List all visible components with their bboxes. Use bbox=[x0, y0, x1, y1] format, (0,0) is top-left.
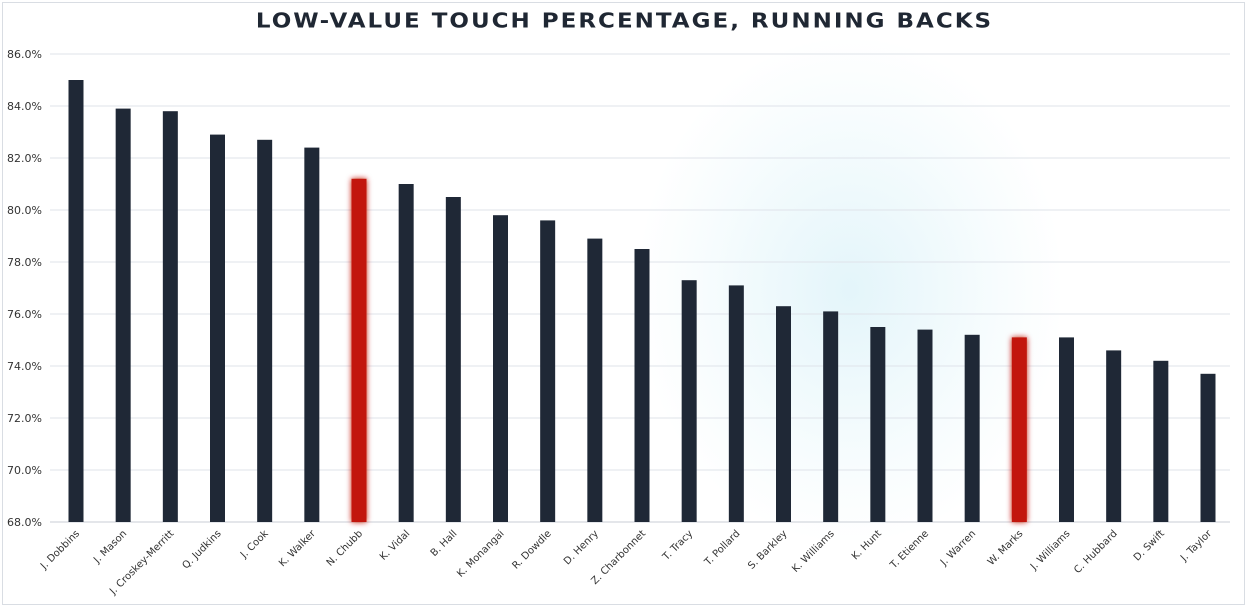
bar bbox=[1011, 337, 1027, 522]
bar bbox=[257, 139, 273, 523]
bar bbox=[398, 184, 414, 522]
bar bbox=[351, 178, 367, 523]
x-tick-label: J. Williams bbox=[1028, 528, 1073, 573]
x-tick-label: N. Chubb bbox=[325, 528, 365, 568]
bar bbox=[1153, 360, 1169, 522]
y-tick-label: 82.0% bbox=[7, 152, 42, 165]
bar bbox=[870, 327, 886, 522]
x-tick-label: S. Barkley bbox=[746, 528, 790, 572]
bar bbox=[162, 111, 178, 522]
bar bbox=[115, 108, 131, 522]
x-tick-label: J. Taylor bbox=[1178, 528, 1215, 565]
x-tick-label: K. Williams bbox=[790, 528, 837, 575]
bar bbox=[1106, 350, 1122, 522]
background-player-image bbox=[640, 40, 1060, 540]
y-tick-label: 84.0% bbox=[7, 100, 42, 113]
x-tick-label: Q. Judkins bbox=[180, 528, 223, 571]
bar bbox=[304, 147, 320, 522]
y-tick-label: 74.0% bbox=[7, 360, 42, 373]
x-tick-label: T. Etienne bbox=[888, 528, 931, 571]
x-tick-label: T. Pollard bbox=[702, 528, 742, 568]
bar bbox=[540, 220, 556, 522]
y-tick-label: 76.0% bbox=[7, 308, 42, 321]
x-tick-label: W. Marks bbox=[986, 528, 1026, 568]
bar bbox=[681, 280, 697, 522]
x-tick-label: J. Dobbins bbox=[38, 528, 82, 572]
x-tick-label: K. Vidal bbox=[378, 528, 412, 562]
bar bbox=[68, 80, 84, 522]
bar bbox=[917, 329, 933, 522]
bar bbox=[1059, 337, 1074, 522]
bar bbox=[634, 249, 650, 522]
bar bbox=[587, 238, 603, 522]
bar bbox=[445, 197, 461, 522]
bar bbox=[493, 215, 508, 522]
bar bbox=[964, 334, 980, 522]
x-tick-label: T. Tracy bbox=[660, 528, 695, 563]
bar bbox=[1200, 373, 1216, 522]
x-tick-label: J. Mason bbox=[91, 528, 129, 566]
x-tick-label: J. Cook bbox=[238, 528, 271, 561]
x-tick-label: D. Henry bbox=[562, 528, 601, 567]
bar bbox=[776, 306, 791, 522]
y-tick-label: 86.0% bbox=[7, 48, 42, 61]
x-tick-label: B. Hall bbox=[429, 528, 460, 559]
bar bbox=[728, 285, 744, 522]
x-tick-label: K. Hunt bbox=[850, 528, 884, 562]
chart-title: Low-Value Touch Percentage, Running Back… bbox=[255, 9, 994, 33]
x-tick-label: C. Hubbard bbox=[1072, 528, 1120, 576]
x-tick-label: J. Warren bbox=[938, 528, 978, 568]
y-tick-label: 72.0% bbox=[7, 412, 42, 425]
bar bbox=[210, 134, 225, 522]
bar bbox=[823, 311, 839, 522]
y-tick-label: 78.0% bbox=[7, 256, 42, 269]
y-tick-label: 68.0% bbox=[7, 516, 42, 529]
x-tick-label: R. Dowdle bbox=[510, 528, 553, 571]
y-tick-label: 80.0% bbox=[7, 204, 42, 217]
y-tick-label: 70.0% bbox=[7, 464, 42, 477]
x-tick-label: D. Swift bbox=[1132, 528, 1167, 563]
x-tick-label: K. Monangai bbox=[455, 528, 506, 579]
x-tick-label: K. Walker bbox=[277, 528, 318, 569]
